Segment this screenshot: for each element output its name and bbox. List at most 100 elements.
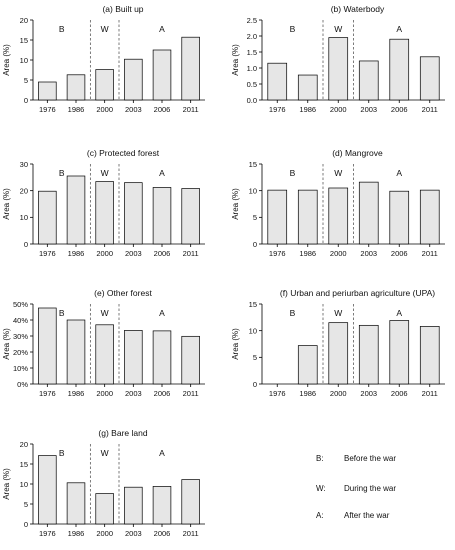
y-tick-label: 5 [24, 500, 28, 509]
x-tick-label: 1976 [39, 105, 56, 114]
chart-panel-5: (e) Other forest Area (%) 0% 10% 20% 30% 40% 50… [2, 288, 205, 398]
y-tick-label: 50% [13, 300, 28, 309]
period-label-during: W [101, 24, 109, 34]
y-tick-label: 2.5 [247, 16, 257, 25]
period-label-during: W [101, 308, 109, 318]
bar-2000 [328, 322, 349, 385]
bar-2000 [328, 187, 349, 245]
bar-2003 [124, 182, 143, 245]
y-tick-label: 10 [249, 326, 257, 335]
legend-key-during: W: [316, 484, 326, 493]
x-tick-label: 1976 [39, 249, 56, 258]
period-label-after: A [396, 168, 402, 178]
y-tick-label: 2.0 [247, 32, 257, 41]
y-tick-label: 10 [249, 186, 257, 195]
bar-1976 [267, 62, 288, 101]
y-tick-label: 5 [253, 353, 257, 362]
x-tick-label: 2006 [154, 105, 171, 114]
x-tick-label: 2011 [422, 389, 438, 398]
x-tick-label: 2011 [183, 529, 199, 538]
period-label-before: B [59, 448, 65, 458]
x-tick-label: 1976 [269, 389, 286, 398]
bar-2011 [181, 335, 200, 385]
y-tick-label: 20 [20, 16, 28, 25]
bar-2003 [358, 324, 379, 385]
x-tick-label: 2003 [360, 105, 377, 114]
y-axis-label: Area (%) [2, 468, 11, 500]
x-tick-label: 2003 [125, 529, 142, 538]
y-tick-label: 40% [13, 316, 28, 325]
bar-2011 [419, 189, 440, 245]
x-tick-label: 2000 [96, 105, 113, 114]
y-tick-label: 0.5 [247, 80, 257, 89]
x-tick-label: 1986 [68, 389, 85, 398]
y-tick-label: 15 [20, 460, 28, 469]
x-tick-label: 2006 [154, 529, 171, 538]
y-axis-label: Area (%) [2, 328, 11, 360]
x-tick-label: 2000 [96, 389, 113, 398]
chart-panel-6: (f) Urban and periurban agriculture (UPA… [231, 288, 445, 398]
y-tick-label: 10% [13, 364, 28, 373]
chart-title: (g) Bare land [98, 428, 147, 438]
x-tick-label: 2003 [125, 105, 142, 114]
y-tick-label: 0 [24, 96, 28, 105]
legend-text-during: During the war [344, 484, 397, 493]
y-axis-label: Area (%) [231, 44, 240, 76]
bar-2006 [152, 486, 172, 525]
x-tick-label: 2006 [154, 389, 171, 398]
y-tick-label: 5 [253, 213, 257, 222]
bar-2006 [389, 38, 410, 101]
x-tick-label: 2003 [125, 389, 142, 398]
bar-2006 [389, 320, 410, 385]
x-tick-label: 1986 [299, 105, 316, 114]
period-label-before: B [290, 308, 296, 318]
x-tick-label: 2003 [360, 389, 377, 398]
period-label-before: B [59, 168, 65, 178]
y-tick-label: 10 [20, 213, 28, 222]
bar-2003 [124, 330, 143, 385]
x-tick-label: 2000 [330, 105, 347, 114]
y-tick-label: 10 [20, 56, 28, 65]
chart-panel-2: (b) Waterbody Area (%) 0.0 0.5 1.0 1.5 2.0 2.5 1… [231, 4, 445, 114]
bar-1976 [38, 81, 57, 101]
x-tick-label: 1976 [39, 529, 56, 538]
x-tick-label: 1986 [68, 529, 85, 538]
x-tick-label: 2003 [360, 249, 377, 258]
y-axis-label: Area (%) [2, 188, 11, 220]
bar-2006 [152, 330, 172, 385]
x-tick-label: 2003 [125, 249, 142, 258]
period-label-before: B [290, 24, 296, 34]
legend-text-after: After the war [344, 511, 390, 520]
x-tick-label: 1986 [68, 249, 85, 258]
period-label-after: A [396, 308, 402, 318]
legend-item-after: A: After the war [316, 511, 389, 520]
chart-panel-7: (g) Bare land Area (%) 0 5 10 15 20 1976 1986 200… [2, 428, 205, 538]
x-tick-label: 2011 [183, 105, 199, 114]
bar-2006 [152, 187, 172, 245]
period-label-during: W [101, 168, 109, 178]
x-tick-label: 2011 [183, 389, 199, 398]
y-tick-label: 10 [20, 480, 28, 489]
bar-2003 [124, 58, 143, 101]
x-tick-label: 2011 [422, 249, 438, 258]
legend-key-before: B: [316, 454, 324, 463]
legend-key-after: A: [316, 511, 324, 520]
bar-2003 [358, 181, 379, 245]
x-tick-label: 2006 [391, 249, 408, 258]
bar-1976 [38, 307, 57, 385]
bar-2011 [181, 188, 200, 245]
x-tick-label: 1986 [299, 249, 316, 258]
chart-title: (c) Protected forest [87, 148, 160, 158]
y-tick-label: 0 [24, 520, 28, 529]
bar-2003 [358, 60, 379, 101]
x-tick-label: 2000 [96, 249, 113, 258]
x-tick-label: 2000 [330, 249, 347, 258]
y-axis-label: Area (%) [231, 188, 240, 220]
period-label-after: A [159, 308, 165, 318]
x-tick-label: 2011 [183, 249, 199, 258]
period-label-after: A [159, 24, 165, 34]
legend-item-during: W: During the war [316, 484, 396, 493]
bar-1986 [66, 319, 86, 385]
bar-2003 [124, 486, 143, 525]
